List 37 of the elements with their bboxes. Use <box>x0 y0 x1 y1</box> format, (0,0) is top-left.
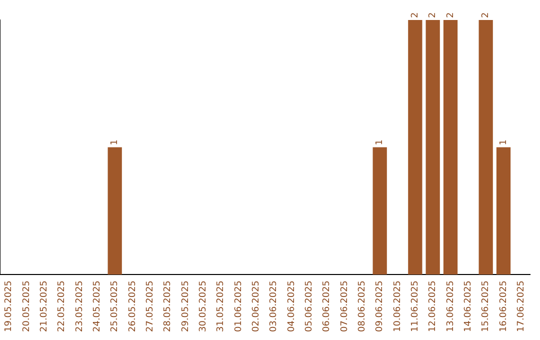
x-tick-label: 03.06.2025 <box>269 280 280 332</box>
x-tick-label: 05.06.2025 <box>304 280 315 332</box>
x-tick-label: 27.05.2025 <box>146 280 156 332</box>
x-tick-label: 24.05.2025 <box>92 280 103 332</box>
x-tick-label: 13.06.2025 <box>446 280 456 332</box>
x-tick-label: 31.05.2025 <box>216 280 226 332</box>
x-tick-label: 30.05.2025 <box>198 280 209 332</box>
x-tick-label: 06.06.2025 <box>322 280 332 332</box>
x-tick-label: 22.05.2025 <box>57 280 68 332</box>
x-tick-label: 19.05.2025 <box>4 280 14 332</box>
x-tick-label: 26.05.2025 <box>128 280 138 332</box>
data-label: 2 <box>481 12 492 18</box>
x-tick-label: 07.06.2025 <box>340 280 350 332</box>
x-tick-label: 17.06.2025 <box>516 280 527 332</box>
x-tick-label: 15.06.2025 <box>481 280 492 332</box>
data-label: 2 <box>446 12 456 18</box>
x-tick-label: 21.05.2025 <box>40 280 50 332</box>
x-tick-label: 14.06.2025 <box>464 280 474 332</box>
x-tick-label: 01.06.2025 <box>234 280 244 332</box>
x-tick-label: 12.06.2025 <box>428 280 438 332</box>
x-tick-label: 11.06.2025 <box>410 280 421 332</box>
data-label: 2 <box>410 12 421 18</box>
data-label: 1 <box>375 140 386 146</box>
x-tick-label: 28.05.2025 <box>163 280 174 332</box>
x-tick-label: 29.05.2025 <box>180 280 191 332</box>
data-label: 2 <box>428 12 438 18</box>
data-label: 1 <box>110 140 120 146</box>
x-tick-label: 04.06.2025 <box>286 280 297 332</box>
x-tick-label: 23.05.2025 <box>74 280 85 332</box>
x-tick-label: 02.06.2025 <box>252 280 262 332</box>
data-label: 1 <box>498 140 509 146</box>
x-tick-label: 08.06.2025 <box>358 280 368 332</box>
x-tick-label: 09.06.2025 <box>375 280 386 332</box>
x-tick-label: 16.06.2025 <box>498 280 509 332</box>
x-tick-label: 20.05.2025 <box>22 280 32 332</box>
x-tick-label: 25.05.2025 <box>110 280 120 332</box>
x-tick-label: 10.06.2025 <box>392 280 403 332</box>
